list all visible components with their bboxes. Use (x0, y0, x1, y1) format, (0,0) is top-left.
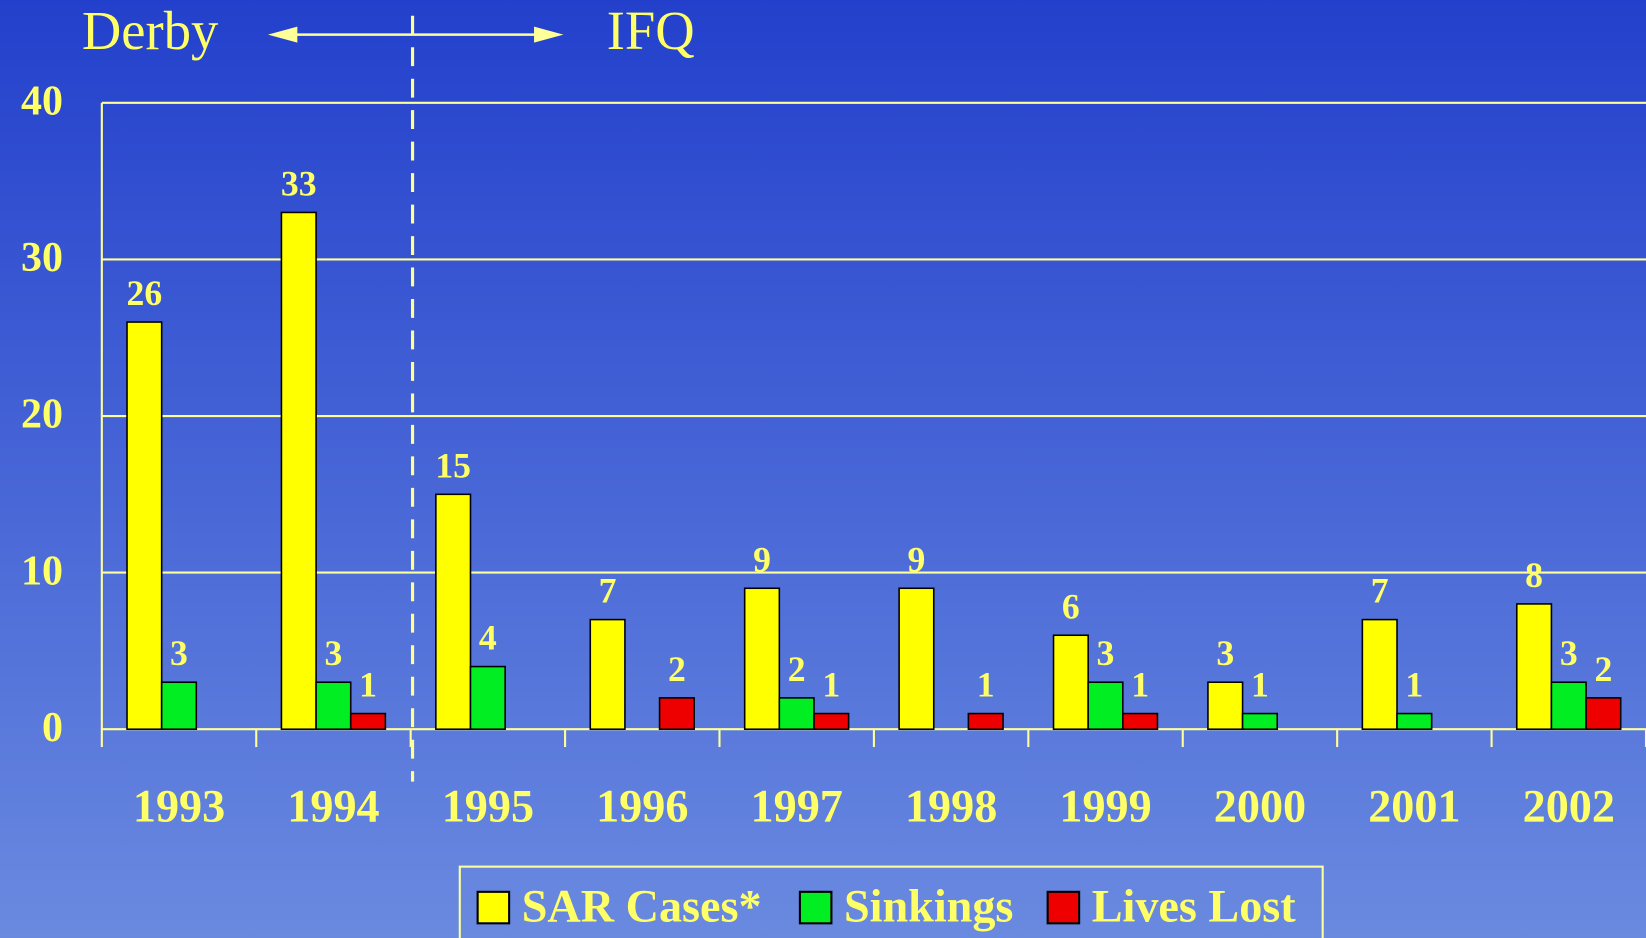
value-label: 3 (170, 633, 188, 673)
bar (315, 681, 352, 730)
bar (1361, 618, 1398, 730)
legend-swatch (1046, 890, 1081, 925)
y-tick-label: 40 (21, 79, 63, 125)
value-label: 6 (1062, 586, 1080, 626)
legend-label: Lives Lost (1092, 880, 1297, 931)
value-label: 4 (479, 618, 497, 658)
bar (967, 712, 1004, 730)
x-tick-label: 2001 (1368, 781, 1460, 832)
value-label: 9 (753, 539, 771, 579)
bar (813, 712, 850, 730)
x-tick-label: 2002 (1523, 781, 1615, 832)
y-tick-label: 10 (21, 548, 63, 594)
bar (1585, 697, 1622, 730)
legend-swatch (476, 890, 511, 925)
bar (349, 712, 387, 730)
value-label: 2 (668, 649, 686, 689)
bar (435, 493, 472, 730)
bar (1515, 603, 1553, 730)
value-label: 3 (324, 633, 342, 673)
value-label: 1 (1251, 665, 1269, 705)
arrow (267, 26, 564, 43)
annotation: IFQ (607, 0, 695, 61)
bar (1052, 634, 1089, 730)
bar (126, 321, 163, 730)
x-tick-label: 2000 (1214, 781, 1306, 832)
bar (743, 587, 781, 730)
y-tick-label: 0 (42, 705, 63, 751)
legend-swatch (798, 890, 833, 925)
x-tick-label: 1996 (596, 781, 688, 832)
value-label: 1 (1131, 665, 1149, 705)
value-label: 1 (1405, 665, 1423, 705)
legend-box (458, 865, 1324, 938)
value-label: 1 (359, 665, 377, 705)
x-tick-label: 1999 (1059, 781, 1151, 832)
bar (589, 618, 626, 730)
value-label: 26 (126, 273, 162, 313)
y-tick-label: 30 (21, 235, 63, 281)
value-label: 9 (908, 539, 926, 579)
bar (1122, 712, 1159, 730)
value-label: 15 (435, 445, 471, 485)
bar (898, 587, 935, 730)
bar (1207, 681, 1244, 730)
bar (1087, 681, 1124, 730)
x-tick-label: 1998 (905, 781, 997, 832)
value-label: 2 (788, 649, 806, 689)
y-tick-label: 20 (21, 392, 63, 438)
legend-label: Sinkings (844, 880, 1013, 931)
value-label: 7 (1371, 571, 1389, 611)
value-label: 2 (1594, 649, 1612, 689)
x-tick-label: 1995 (442, 781, 534, 832)
x-tick-label: 1997 (751, 781, 843, 832)
bar (1241, 712, 1279, 730)
value-label: 8 (1525, 555, 1543, 595)
value-label: 3 (1097, 633, 1115, 673)
value-label: 7 (599, 571, 617, 611)
bar (280, 211, 317, 730)
annotation: Derby (82, 0, 219, 61)
value-label: 33 (281, 163, 317, 203)
value-label: 1 (822, 665, 840, 705)
x-tick-label: 1994 (287, 781, 379, 832)
bar (469, 665, 506, 730)
bar (658, 697, 695, 730)
value-label: 3 (1560, 633, 1578, 673)
value-label: 1 (977, 665, 995, 705)
value-label: 3 (1216, 633, 1234, 673)
bar (1396, 712, 1433, 730)
bar (778, 697, 815, 730)
x-tick-label: 1993 (133, 781, 225, 832)
legend-label: SAR Cases* (522, 880, 762, 931)
bar (160, 681, 198, 730)
bar (1550, 681, 1587, 730)
